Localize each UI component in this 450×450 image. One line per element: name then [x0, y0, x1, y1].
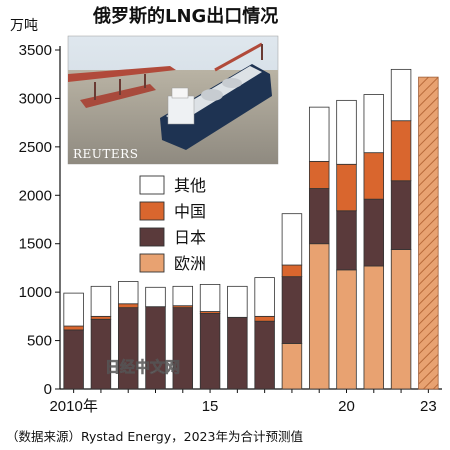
bar-segment-other-2014	[172, 285, 194, 307]
bar-segment-china-2022	[390, 120, 412, 182]
legend-label-china: 中国	[174, 202, 206, 221]
bar-segment-japan-2020	[336, 210, 357, 271]
legend-label-other: 其他	[174, 176, 206, 195]
x-tick-label: 20	[338, 398, 355, 415]
bar-segment-other-2015	[199, 283, 221, 312]
bar-segment-japan-2013	[145, 306, 166, 390]
legend-swatch-other	[139, 175, 165, 195]
bar-segment-japan-2014	[172, 307, 194, 390]
bar-segment-europe-2018	[281, 343, 303, 390]
bars	[63, 68, 439, 390]
x-tick-label: 2010年	[49, 398, 97, 415]
bar-segment-japan-2012	[117, 307, 139, 390]
y-tick-label: 0	[44, 381, 52, 398]
x-tick-label: 23	[420, 398, 437, 415]
bar-segment-europe-2019	[308, 243, 330, 390]
bar-segment-japan-2010	[63, 329, 84, 390]
bar-segment-other-2017	[254, 277, 275, 317]
y-tick-label: 1000	[19, 284, 52, 301]
bar-segment-china-2012	[117, 303, 139, 309]
photo-credit: REUTERS	[73, 147, 138, 161]
bar-segment-japan-2017	[254, 320, 275, 390]
bar-segment-japan-2021	[363, 198, 385, 267]
bar-segment-china-2019	[308, 160, 330, 189]
bar-segment-other-2021	[363, 94, 385, 154]
bar-segment-other-2018	[281, 213, 303, 266]
bar-segment-japan-2016	[227, 316, 248, 390]
bar-segment-other-2016	[227, 285, 248, 318]
bar-segment-japan-2019	[308, 188, 330, 245]
bar-segment-other-2022	[390, 68, 412, 122]
y-tick-label: 500	[27, 333, 52, 350]
y-tick-label: 2000	[19, 187, 52, 204]
legend-swatch-japan	[139, 227, 165, 247]
bar-segment-japan-2022	[390, 180, 412, 250]
bar-segment-other-2012	[117, 281, 139, 305]
photo-ship-hull	[160, 64, 272, 150]
legend-label-europe: 欧洲	[174, 254, 206, 273]
legend-label-japan: 日本	[174, 228, 206, 247]
axes: 0 500 1000 1500 2000 2500 3000 3500 2010年 15 20 23	[19, 42, 442, 415]
bar-segment-other-2010	[63, 292, 84, 327]
bar-segment-other-2020	[336, 99, 357, 165]
photo-inset: REUTERS	[67, 35, 279, 165]
bar-segment-japan-2011	[90, 318, 112, 390]
bar-segment-china-2010	[63, 325, 84, 331]
bar-segment-china-2011	[90, 315, 112, 320]
x-tick-label: 15	[202, 398, 219, 415]
y-tick-label: 3000	[19, 90, 52, 107]
bar-segment-other-2013	[145, 286, 166, 308]
photo-jetty	[68, 66, 176, 82]
y-tick-label: 3500	[19, 42, 52, 59]
bar-segment-europe-2020	[336, 269, 357, 390]
y-axis-unit: 万吨	[10, 18, 38, 34]
bar-segment-europe-2022	[390, 249, 412, 390]
bar-segment-china-2018	[281, 264, 303, 278]
y-tick-label: 1500	[19, 236, 52, 253]
bar-segment-japan-2018	[281, 276, 303, 344]
photo-pier	[80, 84, 156, 108]
bar-segment-japan-2015	[199, 313, 221, 390]
bar-segment-china-2021	[363, 152, 385, 200]
bar-segment-china-2017	[254, 315, 275, 322]
watermark: 日经中文网	[105, 358, 180, 376]
bar-forecast-total-2023	[418, 76, 439, 390]
source-note: （数据来源）Rystad Energy，2023年为合计预测值	[6, 429, 303, 444]
legend-swatch-europe	[139, 253, 165, 273]
bar-segment-other-2019	[308, 106, 330, 162]
legend-swatch-china	[139, 201, 165, 221]
chart-title: 俄罗斯的LNG出口情况	[92, 5, 278, 27]
bar-segment-europe-2021	[363, 265, 385, 390]
bar-segment-china-2020	[336, 163, 357, 212]
y-tick-label: 2500	[19, 139, 52, 156]
bar-segment-other-2011	[90, 285, 112, 317]
